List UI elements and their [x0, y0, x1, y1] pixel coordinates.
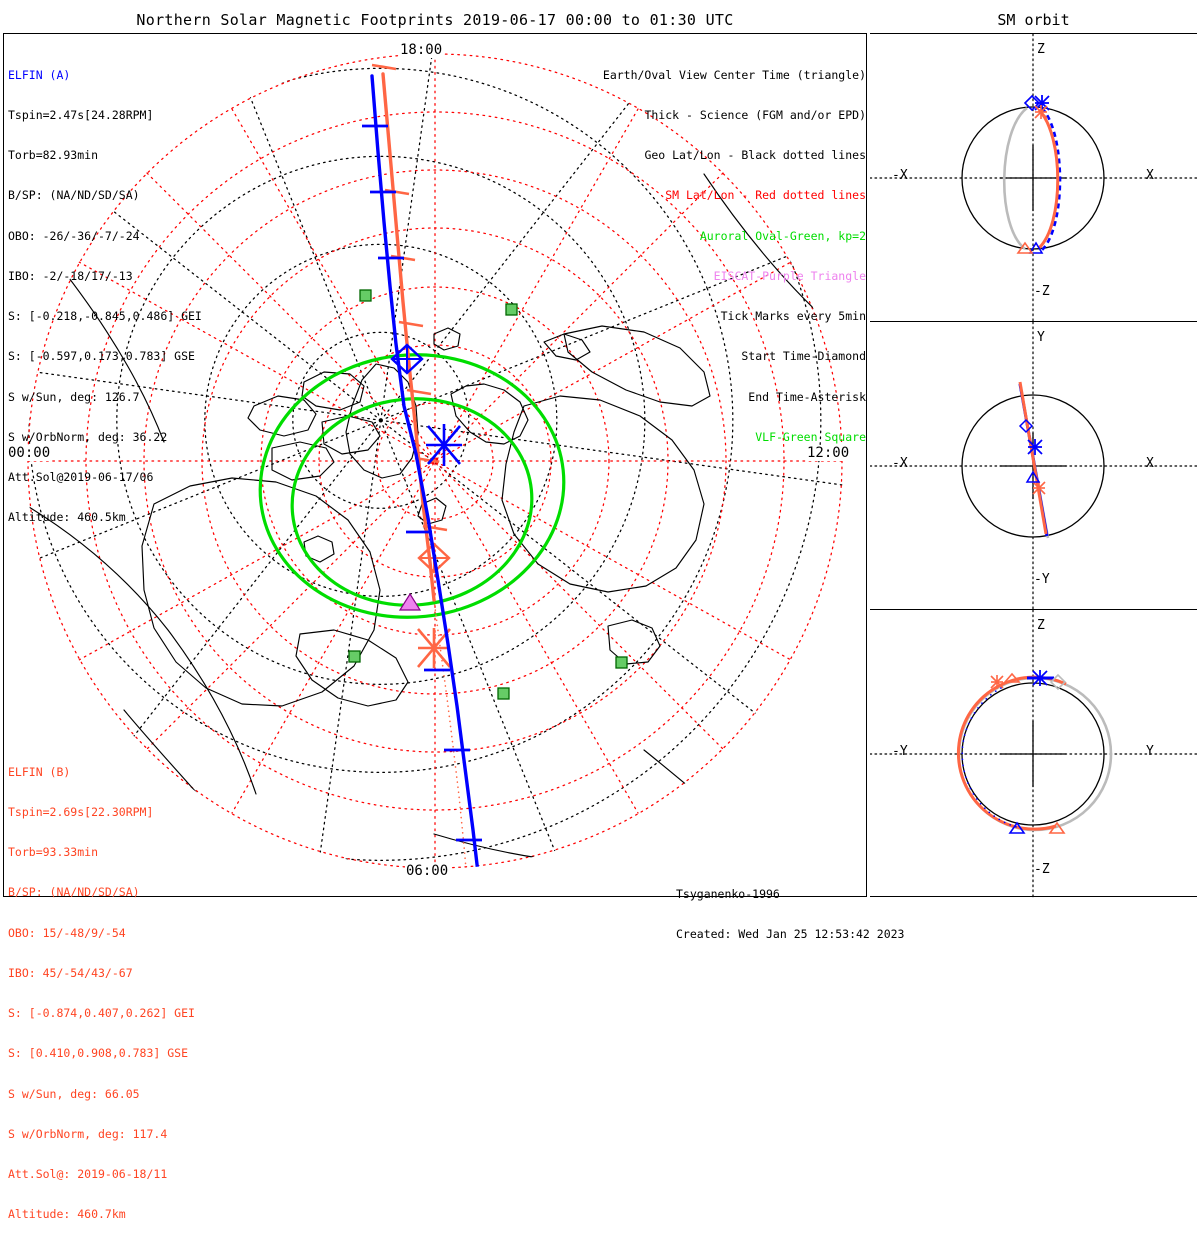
sm-orbit-panel-xz: X -X Z -Z — [870, 33, 1197, 321]
legend-item-0: Earth/Oval View Center Time (triangle) — [602, 67, 866, 82]
mlt-label-06: 06:00 — [405, 863, 450, 879]
elfin-b-line-2: B/SP: (NA/ND/SD/SA) — [8, 885, 140, 900]
panel-xz-label-x: X — [1146, 168, 1154, 183]
elfin-b-track — [371, 63, 469, 869]
created-timestamp: Created: Wed Jan 25 12:53:42 2023 — [676, 927, 905, 942]
elfin-a-line-3: OBO: -26/-36/-7/-24 — [8, 228, 140, 243]
elfin-a-name: ELFIN (A) — [8, 67, 71, 82]
legend-item-3: SM Lat/Lon - Red dotted lines — [665, 188, 866, 203]
elfin-a-line-8: S w/OrbNorm, deg: 36.22 — [8, 429, 168, 444]
eiscat-triangle — [398, 592, 422, 611]
panel-xy-label-negy: -Y — [1034, 572, 1050, 587]
elfin-a-line-10: Altitude: 460.5km — [8, 510, 126, 525]
elfin-a-line-0: Tspin=2.47s[24.28RPM] — [8, 108, 154, 123]
sm-orbit-title: SM orbit — [997, 11, 1070, 29]
sm-orbit-panel-yz: Y -Y Z -Z — [870, 609, 1197, 898]
sm-orbit-panels: X -X Z -Z — [870, 33, 1197, 898]
elfin-b-line-7: S w/Sun, deg: 66.05 — [8, 1086, 140, 1101]
elfin-a-end-asterisk — [426, 424, 462, 466]
mlt-label-12: 12:00 — [806, 445, 851, 461]
panel-yz-label-z: Z — [1037, 618, 1045, 633]
model-name: Tsyganenko-1996 — [676, 886, 780, 901]
elfin-a-info-panel: ELFIN (A) Tspin=2.47s[24.28RPM] Torb=82.… — [8, 42, 202, 551]
elfin-b-line-8: S w/OrbNorm, deg: 117.4 — [8, 1126, 168, 1141]
panel-xz-label-negx: -X — [892, 168, 908, 183]
elfin-b-line-10: Altitude: 460.7km — [8, 1207, 126, 1222]
panel-yz-label-y: Y — [1146, 744, 1154, 759]
legend-item-9: VLF-Green Square — [755, 429, 866, 444]
elfin-a-line-2: B/SP: (NA/ND/SD/SA) — [8, 188, 140, 203]
elfin-a-line-5: S: [-0.218,-0.845,0.486] GEI — [8, 309, 202, 324]
page-title: Northern Solar Magnetic Footprints 2019-… — [136, 11, 734, 29]
elfin-a-line-7: S w/Sun, deg: 126.7 — [8, 389, 140, 404]
legend-item-7: Start Time-Diamond — [741, 349, 866, 364]
mlt-label-18: 18:00 — [399, 42, 444, 58]
legend-item-6: Tick Marks every 5min — [720, 309, 866, 324]
elfin-a-start-diamond — [390, 343, 424, 375]
footprint-polar-plot: 18:00 00:00 12:00 06:00 — [3, 33, 867, 897]
legend-item-5: EISCAT-Purple Triangle — [713, 268, 866, 283]
elfin-b-name: ELFIN (B) — [8, 764, 71, 779]
legend-item-1: Thick - Science (FGM and/or EPD) — [644, 108, 866, 123]
elfin-a-line-9: Att.Sol@2019-06-17/06 — [8, 470, 154, 484]
panel-xy-label-y: Y — [1037, 330, 1045, 345]
panel-xz-label-negz: -Z — [1034, 284, 1050, 299]
elfin-a-track — [362, 74, 482, 869]
panel-xy-label-x: X — [1146, 456, 1154, 471]
panel-xz-markers — [1016, 94, 1050, 254]
elfin-b-line-5: S: [-0.874,0.407,0.262] GEI — [8, 1006, 195, 1021]
vlf-squares — [348, 289, 628, 700]
panel-yz-label-negz: -Z — [1034, 862, 1050, 877]
elfin-b-line-1: Torb=93.33min — [8, 845, 99, 860]
elfin-b-line-0: Tspin=2.69s[22.30RPM] — [8, 805, 154, 820]
panel-yz-markers — [990, 670, 1067, 834]
panel-xy-markers — [1018, 418, 1046, 495]
elfin-b-line-9: Att.Sol@: 2019-06-18/11 — [8, 1167, 168, 1181]
panel-xy-label-negx: -X — [892, 456, 908, 471]
panel-yz-label-negy: -Y — [892, 744, 908, 759]
elfin-b-line-6: S: [0.410,0.908,0.783] GSE — [8, 1046, 189, 1061]
elfin-b-line-3: OBO: 15/-48/9/-54 — [8, 925, 126, 940]
sm-orbit-panel-xy: X -X Y -Y — [870, 321, 1197, 609]
plot-legend: Earth/Oval View Center Time (triangle) T… — [603, 42, 866, 471]
elfin-a-line-6: S: [-0.597,0.173,0.783] GSE — [8, 349, 195, 364]
legend-item-2: Geo Lat/Lon - Black dotted lines — [644, 148, 866, 163]
elfin-a-line-4: IBO: -2/-18/17/-13 — [8, 268, 133, 283]
elfin-b-info-panel: ELFIN (B) Tspin=2.69s[22.30RPM] Torb=93.… — [8, 739, 195, 1248]
elfin-b-line-4: IBO: 45/-54/43/-67 — [8, 965, 133, 980]
legend-item-4: Auroral Oval-Green, kp=2 — [699, 228, 866, 243]
elfin-b-end-asterisk — [417, 628, 451, 668]
mlt-label-00: 00:00 — [7, 445, 52, 461]
panel-xz-label-z: Z — [1037, 42, 1045, 57]
legend-item-8: End Time-Asterisk — [748, 389, 866, 404]
elfin-a-line-1: Torb=82.93min — [8, 148, 99, 163]
